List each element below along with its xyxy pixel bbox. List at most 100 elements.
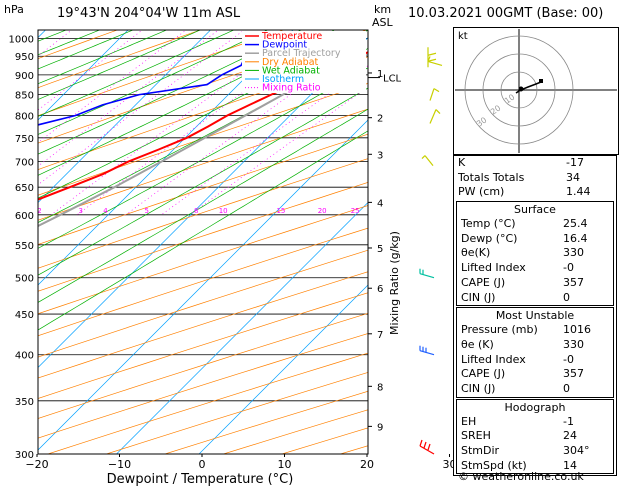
isotherm-50 [198,284,368,454]
x-tick-label-3: 0 [199,458,206,471]
wind-barb-800 [429,109,441,124]
km-label-7: 7 [377,330,383,341]
wet-adiabat-28 [38,67,368,249]
dry-adiabat-420 [38,333,368,439]
hodograph-ring-1 [500,71,538,109]
most-unstable-title: Most Unstable [495,309,575,323]
mixing-ratio-line-1 [38,30,73,57]
km-label-1: 1 [377,69,383,80]
pressure-label-1000: 1000 [9,35,34,46]
legend-label-4: Wet Adiabat [262,65,320,76]
dry-adiabat-380 [38,249,368,358]
isotherm-30 [38,119,368,451]
mu-row-cape: CAPE (J) 357 [461,367,584,381]
hodo-row-stmspd: StmSpd (kt) 14 [461,458,577,472]
wind-barb-850 [429,88,440,101]
wet-adiabat-0 [38,30,201,100]
wet-adiabat-36 [38,108,368,303]
hodograph-box-title: Hodograph [504,400,566,414]
hodograph-frame [453,27,619,155]
km-label-5: 5 [377,244,383,255]
dry-adiabat-270 [38,30,202,89]
km-unit: km [374,3,392,16]
legend-label-1: Dewpoint [262,40,307,51]
location-title: 19°43'N 204°04'W 11m ASL [57,6,241,21]
mixing-ratio-label-3: 3 [78,207,82,215]
wet-adiabat-12 [38,30,302,155]
hodograph-trace [515,81,542,94]
legend-label-5: Isotherm [262,74,304,85]
pressure-label-650: 650 [15,183,34,194]
mixing-ratio-label-5: 5 [144,207,148,215]
x-axis-label: Dewpoint / Temperature (°C) [107,472,294,486]
hpa-unit: hPa [4,3,24,16]
mixing-ratio-line-8 [50,30,301,216]
isotherm-10 [38,30,294,286]
pressure-label-350: 350 [15,397,34,408]
dry-adiabat-320 [38,108,368,221]
mixing-ratio-label-25: 25 [351,207,360,215]
x-tick-label-5: 20 [360,458,374,471]
hodograph-ring-2 [482,53,556,127]
isotherm-0 [38,30,212,204]
index-row-pw: PW (cm) 1.44 [458,185,591,199]
surface-row-dewp: Dewp (°C) 16.4 [461,231,588,245]
isotherm--10 [38,30,129,121]
wind-barb-500 [419,268,435,279]
hodograph-ring-3 [464,35,574,145]
dry-adiabat-400 [38,292,368,399]
hodo-row-sreh: SREH 24 [461,429,577,443]
mixing-ratio-axis-label: Mixing Ratio (g/kg) [388,231,401,335]
mixing-ratio-line-10 [76,30,329,216]
x-tick-label-2: −10 [108,458,131,471]
dry-adiabat-310 [38,82,368,196]
mu-row-pressure: Pressure (mb) 1016 [461,323,591,337]
hodograph-storm-marker [539,79,543,83]
wind-barbs [419,47,443,455]
mixing-ratio-label-8: 8 [194,207,198,215]
wet-adiabat--16 [38,30,67,42]
dry-adiabat-300 [38,56,368,170]
indices-table: K -17 Totals Totals 34 PW (cm) 1.44 Surface… [453,155,617,477]
parcel-trajectory-line [38,53,368,228]
km-label-8: 8 [377,382,383,393]
hodo-row-eh: EH -1 [461,414,574,428]
copyright: © weatheronline.co.uk [458,470,584,483]
pressure-label-800: 800 [15,112,34,123]
pressure-label-550: 550 [15,241,34,252]
mixing-ratio-line-2 [38,30,143,111]
isotherm-40 [116,202,368,454]
surface-row-li: Lifted Index -0 [461,261,574,275]
surface-row-cin: CIN (J) 0 [461,290,570,304]
wet-adiabat--4 [38,30,168,85]
surface-row-temp: Temp (°C) 25.4 [461,217,588,231]
mixing-ratio-line-4 [38,30,219,167]
isotherm-20 [38,37,368,369]
mixing-ratio-label-10: 10 [219,207,228,215]
lcl-label: LCL [383,74,402,85]
datetime-title: 10.03.2021 00GMT (Base: 00) [408,6,604,21]
index-row-k: K -17 [458,156,584,169]
km-label-2: 2 [377,114,383,125]
index-row-totals: Totals Totals 34 [458,170,580,184]
hodograph-section: Hodograph EH -1 SREH 24 StmDir 304° StmSpd … [456,398,614,475]
surface-title: Surface [514,203,556,217]
km-label-9: 9 [377,422,383,433]
mu-row-cin: CIN (J) 0 [461,381,570,395]
wind-barb-400 [419,345,435,356]
wind-barb-300 [419,439,435,455]
mu-row-thetae: θe (K) 330 [461,337,584,351]
dry-adiabat-330 [38,133,368,245]
pressure-label-700: 700 [15,158,34,169]
x-tick-label-4: 10 [278,458,292,471]
pressure-label-950: 950 [15,52,34,63]
surface-section: Surface Temp (°C) 25.4 Dewp (°C) 16.4 θe(K… [456,201,614,307]
dewpoint-line [38,35,340,126]
mixing-ratio-label-4: 4 [103,207,108,215]
pressure-label-600: 600 [15,211,34,222]
most-unstable-section: Most Unstable Pressure (mb) 1016 θe (K) 33… [456,307,614,398]
legend-label-0: Temperature [261,31,322,42]
surface-row-thetae: θe(K) 330 [461,246,584,260]
x-tick-label-1: −20 [25,458,48,471]
